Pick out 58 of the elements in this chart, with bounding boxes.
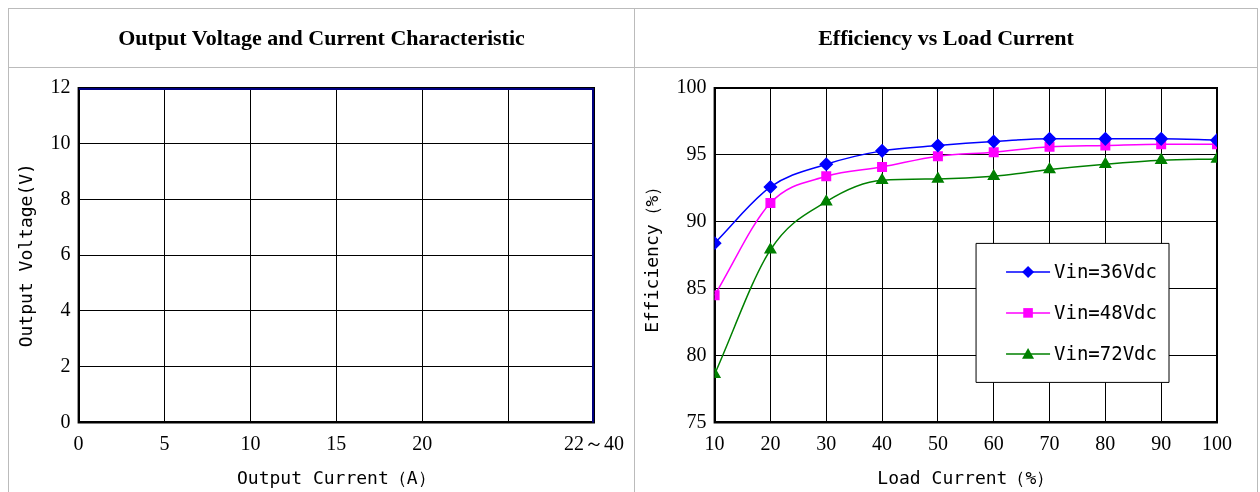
chart-title: Output Voltage and Current Characteristic (9, 9, 634, 68)
point (1155, 153, 1168, 164)
point (988, 147, 999, 158)
x-tick-label: 40 (872, 431, 893, 454)
y-tick-label: 95 (686, 142, 707, 165)
x-tick-label: 70 (1039, 431, 1060, 454)
x-tick-label: 5 (159, 431, 170, 454)
point (932, 151, 943, 162)
point (877, 161, 888, 172)
point (986, 134, 1001, 149)
point (763, 180, 778, 194)
x-tick-label: 50 (927, 431, 948, 454)
point (875, 144, 889, 158)
point (987, 169, 1000, 181)
point (764, 243, 777, 254)
x-axis-title: Load Current（%） (877, 466, 1055, 488)
legend-label: Vin=36Vdc (1054, 259, 1157, 282)
point (931, 172, 944, 183)
x-axis-title: Output Current（A） (237, 466, 436, 488)
y-tick-label: 4 (60, 298, 71, 321)
x-tick-label: 90 (1151, 431, 1172, 454)
y-tick-label: 85 (686, 275, 707, 298)
x-tick-label: 100 (1202, 431, 1232, 454)
point (1098, 132, 1113, 146)
y-tick-label: 75 (686, 409, 707, 432)
y-tick-label: 8 (60, 186, 71, 209)
y-axis-title: Output Voltage(V) (15, 163, 37, 348)
x-tick-label: 30 (816, 431, 837, 454)
x-tick-label: 60 (983, 431, 1004, 454)
x-tick-label: 22～40 (564, 431, 624, 454)
legend-label: Vin=48Vdc (1054, 300, 1157, 323)
y-tick-label: 80 (686, 342, 707, 365)
point (819, 157, 833, 171)
point (876, 173, 889, 185)
x-tick-label: 15 (326, 431, 347, 454)
y-tick-label: 0 (60, 409, 71, 432)
point (1042, 132, 1057, 146)
x-tick-label: 20 (760, 431, 781, 454)
point (1099, 157, 1112, 168)
y-tick-label: 6 (60, 242, 71, 265)
point (1043, 162, 1056, 174)
y-tick-label: 2 (60, 353, 71, 376)
x-tick-label: 80 (1095, 431, 1116, 454)
y-tick-label: 10 (50, 130, 71, 153)
y-axis-title: Efficiency（%） (641, 177, 663, 333)
point (931, 138, 945, 153)
y-tick-label: 90 (686, 209, 707, 232)
point (820, 194, 833, 206)
chart-title: Efficiency vs Load Current (635, 9, 1257, 68)
x-tick-label: 10 (240, 431, 261, 454)
point (1154, 132, 1168, 146)
y-tick-label: 12 (50, 75, 71, 98)
legend-label: Vin=72Vdc (1054, 341, 1157, 364)
point (821, 171, 832, 182)
point (765, 198, 776, 209)
x-tick-label: 20 (412, 431, 433, 454)
y-tick-label: 100 (676, 75, 707, 98)
x-tick-label: 10 (704, 431, 725, 454)
